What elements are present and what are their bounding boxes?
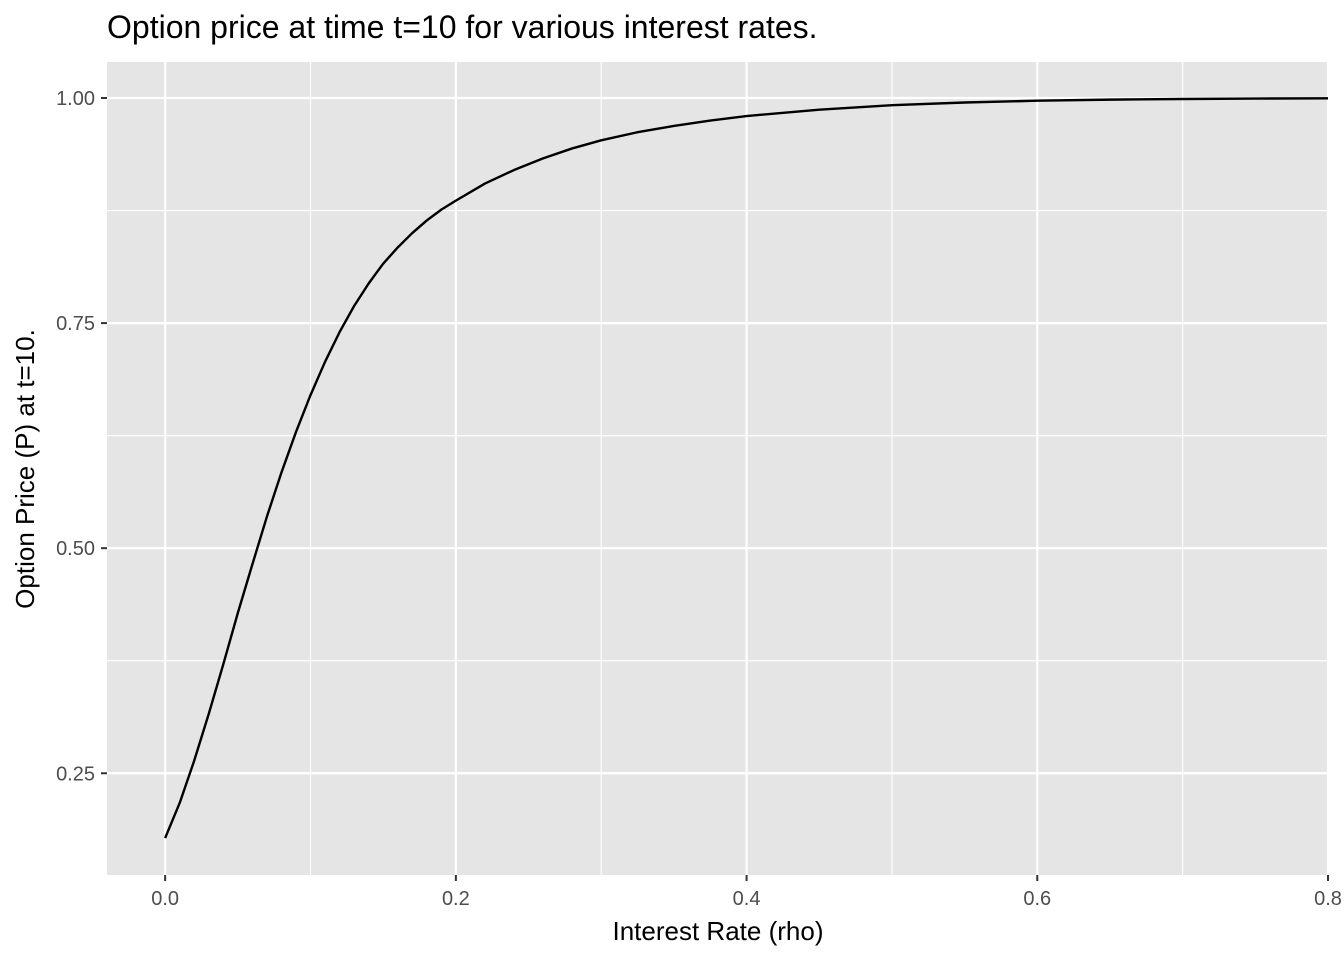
y-axis-title: Option Price (P) at t=10. [10,329,40,609]
minor-gridlines [107,62,1328,875]
y-axis: 0.25 0.50 0.75 1.00 [56,88,107,785]
x-tick-label: 0.4 [733,888,761,910]
major-gridlines [107,62,1330,875]
series-layer [164,97,1329,839]
x-tick-label: 0.0 [151,888,179,910]
y-tick-label: 0.25 [56,763,95,785]
y-tick-label: 1.00 [56,88,95,110]
x-tick-label: 0.2 [442,888,470,910]
y-tick-label: 0.50 [56,538,95,560]
x-tick-label: 0.8 [1314,888,1342,910]
x-axis-title: Interest Rate (rho) [613,916,824,946]
chart-title: Option price at time t=10 for various in… [107,9,818,45]
y-tick-label: 0.75 [56,313,95,335]
series-line [164,97,1329,839]
x-axis: 0.0 0.2 0.4 0.6 0.8 [151,875,1342,910]
x-tick-label: 0.6 [1023,888,1051,910]
plot-panel [107,62,1328,875]
